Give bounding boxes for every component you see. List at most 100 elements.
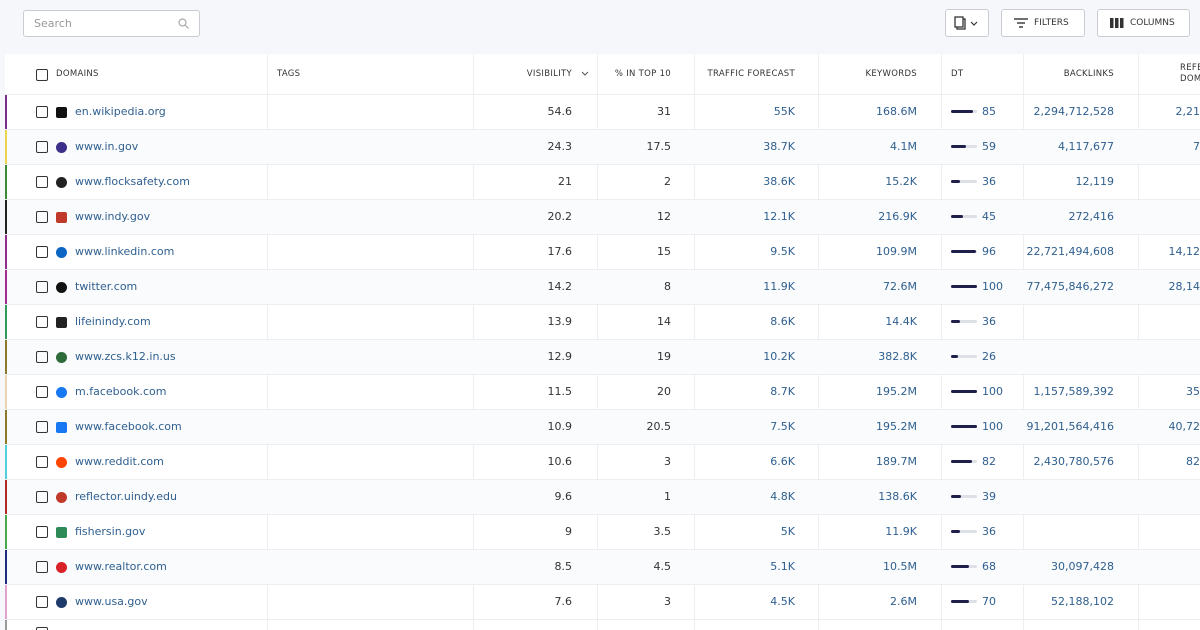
domain-link[interactable]: m.facebook.com [75, 385, 167, 398]
domain-link[interactable]: en.wikipedia.org [75, 105, 166, 118]
referring-domains[interactable]: 35 [1186, 385, 1200, 398]
traffic-forecast[interactable]: 38.6K [763, 175, 795, 188]
domain-link[interactable]: reflector.uindy.edu [75, 490, 177, 503]
backlinks[interactable]: 12,119 [1075, 175, 1115, 188]
dt[interactable]: 36 [982, 175, 996, 188]
traffic-forecast[interactable]: 5K [780, 525, 795, 538]
column-header[interactable]: REFERRING DOMAINS [1180, 63, 1200, 84]
keywords[interactable]: 195.2M [876, 385, 917, 398]
referring-domains[interactable]: 40,72 [1168, 420, 1200, 433]
column-header[interactable]: TAGS [277, 69, 301, 79]
dt[interactable]: 45 [982, 210, 996, 223]
traffic-forecast[interactable]: 7.5K [770, 420, 795, 433]
traffic-forecast[interactable]: 11.9K [763, 280, 795, 293]
column-header[interactable]: VISIBILITY [526, 69, 572, 79]
backlinks[interactable]: 91,201,564,416 [1026, 420, 1114, 433]
domain-link[interactable]: www.flocksafety.com [75, 175, 190, 188]
referring-domains[interactable]: 14,12 [1168, 245, 1200, 258]
dt[interactable]: 68 [982, 560, 996, 573]
keywords[interactable]: 168.6M [876, 105, 917, 118]
backlinks[interactable]: 30,097,428 [1051, 560, 1114, 573]
keywords[interactable]: 2.6M [890, 595, 917, 608]
keywords[interactable]: 14.4K [885, 315, 917, 328]
domain-link[interactable]: fishersin.gov [75, 525, 146, 538]
search-input[interactable]: Search [23, 10, 200, 37]
column-header[interactable]: DOMAINS [56, 69, 99, 79]
traffic-forecast[interactable]: 6.6K [770, 455, 795, 468]
row-checkbox[interactable] [36, 211, 48, 223]
row-checkbox[interactable] [36, 456, 48, 468]
keywords[interactable]: 15.2K [885, 175, 917, 188]
row-checkbox[interactable] [36, 106, 48, 118]
filters-button[interactable]: FILTERS [1001, 9, 1085, 37]
column-header[interactable]: % IN TOP 10 [614, 69, 671, 79]
row-checkbox[interactable] [36, 596, 48, 608]
backlinks[interactable]: 272,416 [1068, 210, 1115, 223]
traffic-forecast[interactable]: 55K [773, 105, 795, 118]
backlinks[interactable]: 52,188,102 [1051, 595, 1114, 608]
column-header[interactable]: KEYWORDS [865, 69, 917, 79]
domain-link[interactable]: www.facebook.com [75, 420, 182, 433]
traffic-forecast[interactable]: 38.7K [763, 140, 795, 153]
referring-domains[interactable]: 28,14 [1168, 280, 1200, 293]
dt[interactable]: 36 [982, 525, 996, 538]
row-checkbox[interactable] [36, 351, 48, 363]
copy-button[interactable] [945, 9, 989, 37]
traffic-forecast[interactable]: 8.7K [770, 385, 795, 398]
domain-link[interactable]: www.indy.gov [75, 210, 151, 223]
dt[interactable]: 85 [982, 105, 996, 118]
dt[interactable]: 36 [982, 315, 996, 328]
row-checkbox[interactable] [36, 526, 48, 538]
traffic-forecast[interactable]: 4.5K [770, 595, 795, 608]
row-checkbox[interactable] [36, 491, 48, 503]
backlinks[interactable]: 2,430,780,576 [1033, 455, 1114, 468]
keywords[interactable]: 10.5M [883, 560, 917, 573]
dt[interactable]: 26 [982, 350, 996, 363]
dt[interactable]: 96 [982, 245, 996, 258]
domain-link[interactable]: www.realtor.com [75, 560, 167, 573]
column-header[interactable]: DT [951, 69, 964, 79]
domain-link[interactable]: www.usa.gov [75, 595, 148, 608]
traffic-forecast[interactable]: 8.6K [770, 315, 795, 328]
row-checkbox[interactable] [36, 246, 48, 258]
domain-link[interactable]: twitter.com [75, 280, 138, 293]
traffic-forecast[interactable]: 4.8K [770, 490, 795, 503]
dt[interactable]: 39 [982, 490, 996, 503]
traffic-forecast[interactable]: 9.5K [770, 245, 795, 258]
dt[interactable]: 59 [982, 140, 996, 153]
backlinks[interactable]: 2,294,712,528 [1033, 105, 1114, 118]
select-all-checkbox[interactable] [36, 69, 48, 81]
row-checkbox[interactable] [36, 627, 48, 630]
row-checkbox[interactable] [36, 141, 48, 153]
keywords[interactable]: 195.2M [876, 420, 917, 433]
domain-link[interactable]: www.in.gov [75, 140, 139, 153]
row-checkbox[interactable] [36, 316, 48, 328]
keywords[interactable]: 138.6K [878, 490, 917, 503]
referring-domains[interactable]: 7 [1193, 140, 1200, 153]
domain-link[interactable]: www.reddit.com [75, 455, 164, 468]
row-checkbox[interactable] [36, 281, 48, 293]
backlinks[interactable]: 1,157,589,392 [1033, 385, 1114, 398]
dt[interactable]: 82 [982, 455, 996, 468]
traffic-forecast[interactable]: 12.1K [763, 210, 795, 223]
keywords[interactable]: 11.9K [885, 525, 917, 538]
dt[interactable]: 70 [982, 595, 996, 608]
sort-icon[interactable] [581, 71, 589, 77]
backlinks[interactable]: 22,721,494,608 [1026, 245, 1114, 258]
domain-link[interactable]: lifeinindy.com [75, 315, 151, 328]
column-header[interactable]: BACKLINKS [1063, 69, 1114, 79]
dt[interactable]: 100 [982, 420, 1003, 433]
dt[interactable]: 100 [982, 385, 1003, 398]
keywords[interactable]: 72.6M [883, 280, 917, 293]
traffic-forecast[interactable]: 10.2K [763, 350, 795, 363]
referring-domains[interactable]: 82 [1186, 455, 1200, 468]
domain-link[interactable]: www.zcs.k12.in.us [75, 350, 176, 363]
traffic-forecast[interactable]: 5.1K [770, 560, 795, 573]
row-checkbox[interactable] [36, 561, 48, 573]
backlinks[interactable]: 4,117,677 [1058, 140, 1114, 153]
domain-link[interactable]: www.linkedin.com [75, 245, 175, 258]
column-header[interactable]: TRAFFIC FORECAST [707, 69, 795, 79]
dt[interactable]: 100 [982, 280, 1003, 293]
keywords[interactable]: 216.9K [878, 210, 917, 223]
row-checkbox[interactable] [36, 176, 48, 188]
